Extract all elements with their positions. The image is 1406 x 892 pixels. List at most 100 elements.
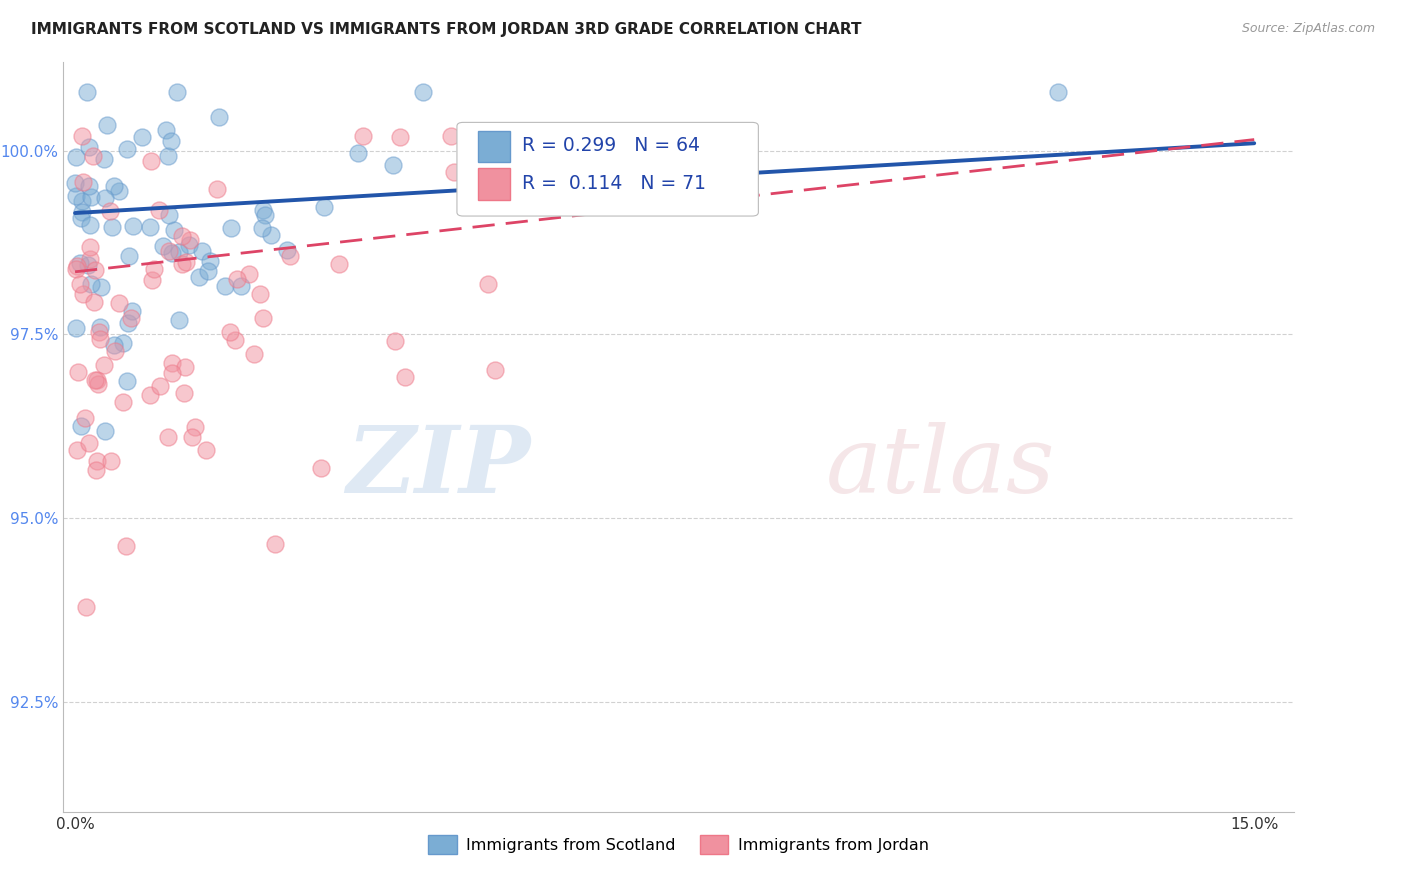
Text: R =  0.114   N = 71: R = 0.114 N = 71 [522,174,706,193]
Immigrants from Scotland [115,374,138,388]
Immigrants from Jordan [111,395,134,409]
Immigrants from Jordan [84,463,107,477]
Immigrants from Scotland [69,211,91,225]
Immigrants from Scotland [115,142,138,156]
Immigrants from Scotland [63,176,86,190]
Immigrants from Jordan [224,333,246,347]
Immigrants from Scotland [65,151,87,165]
Immigrants from Scotland [79,190,101,204]
Immigrants from Jordan [66,260,89,274]
Text: IMMIGRANTS FROM SCOTLAND VS IMMIGRANTS FROM JORDAN 3RD GRADE CORRELATION CHART: IMMIGRANTS FROM SCOTLAND VS IMMIGRANTS F… [31,22,862,37]
Immigrants from Jordan [252,311,274,326]
Immigrants from Jordan [139,154,162,169]
Immigrants from Scotland [160,246,183,260]
Immigrants from Scotland [177,238,200,252]
Immigrants from Scotland [167,245,190,260]
Immigrants from Scotland [252,220,274,235]
Immigrants from Jordan [143,261,166,276]
Immigrants from Jordan [89,332,111,346]
Immigrants from Scotland [121,304,143,318]
Immigrants from Jordan [384,334,406,348]
Immigrants from Jordan [75,599,97,614]
Immigrants from Jordan [100,454,122,468]
Text: Source: ZipAtlas.com: Source: ZipAtlas.com [1241,22,1375,36]
Immigrants from Scotland [254,208,277,222]
Immigrants from Scotland [155,123,177,137]
Immigrants from Scotland [231,278,253,293]
Immigrants from Jordan [87,376,110,391]
Immigrants from Jordan [79,252,101,267]
Immigrants from Jordan [440,128,463,143]
Immigrants from Jordan [141,272,163,286]
Immigrants from Scotland [163,223,186,237]
Text: R = 0.299   N = 64: R = 0.299 N = 64 [522,136,700,155]
Immigrants from Jordan [176,255,198,269]
Immigrants from Scotland [208,110,231,124]
Immigrants from Scotland [89,319,111,334]
Immigrants from Scotland [65,189,87,203]
Immigrants from Jordan [69,277,91,291]
Immigrants from Jordan [481,165,503,179]
Immigrants from Jordan [89,325,111,339]
Immigrants from Scotland [117,317,139,331]
Immigrants from Scotland [221,221,243,235]
Immigrants from Scotland [111,335,134,350]
Immigrants from Jordan [179,233,201,247]
Immigrants from Scotland [152,239,174,253]
Text: ZIP: ZIP [346,422,531,512]
Immigrants from Scotland [79,218,101,232]
Immigrants from Scotland [70,204,93,219]
Immigrants from Jordan [79,240,101,254]
Immigrants from Scotland [70,419,93,434]
Immigrants from Scotland [190,244,212,258]
Immigrants from Jordan [162,366,184,380]
Immigrants from Scotland [121,219,143,233]
Immigrants from Jordan [115,539,138,553]
Immigrants from Jordan [66,365,89,379]
Immigrants from Scotland [118,249,141,263]
Immigrants from Jordan [72,175,94,189]
Immigrants from Scotland [93,191,115,205]
Immigrants from Scotland [108,184,131,198]
Immigrants from Jordan [484,363,506,377]
Immigrants from Jordan [104,343,127,358]
Immigrants from Jordan [83,295,105,310]
Immigrants from Jordan [388,130,411,145]
Immigrants from Jordan [86,454,108,468]
Immigrants from Scotland [93,152,115,166]
Immigrants from Jordan [278,249,301,263]
Immigrants from Jordan [170,257,193,271]
Immigrants from Scotland [160,134,183,148]
Immigrants from Scotland [412,85,434,99]
Immigrants from Jordan [98,204,121,219]
Immigrants from Jordan [219,326,242,340]
Immigrants from Jordan [72,286,94,301]
Immigrants from Jordan [243,347,266,361]
Immigrants from Scotland [65,321,87,335]
Immigrants from Scotland [167,312,190,326]
Immigrants from Scotland [77,178,100,193]
Immigrants from Jordan [194,442,217,457]
Immigrants from Jordan [309,460,332,475]
Immigrants from Scotland [77,258,100,272]
Immigrants from Scotland [103,178,125,193]
FancyBboxPatch shape [478,130,510,162]
Immigrants from Jordan [139,387,162,401]
Text: atlas: atlas [827,422,1056,512]
Immigrants from Jordan [173,360,195,375]
Immigrants from Scotland [200,253,222,268]
Immigrants from Jordan [180,430,202,444]
Immigrants from Scotland [197,264,219,278]
Immigrants from Jordan [184,420,207,434]
Immigrants from Jordan [157,430,180,444]
Immigrants from Jordan [328,257,350,271]
Immigrants from Jordan [157,244,180,258]
Immigrants from Jordan [66,442,89,457]
Immigrants from Jordan [73,411,96,425]
Immigrants from Jordan [443,165,465,179]
Immigrants from Jordan [86,373,108,387]
Immigrants from Jordan [205,182,228,196]
Immigrants from Jordan [249,286,271,301]
Immigrants from Jordan [120,311,142,326]
Immigrants from Scotland [252,202,274,217]
